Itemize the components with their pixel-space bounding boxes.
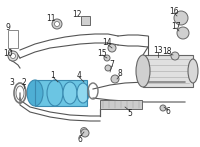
Text: 3: 3 <box>10 77 14 86</box>
Ellipse shape <box>63 82 77 104</box>
Bar <box>8 30 18 48</box>
Circle shape <box>160 105 166 111</box>
Ellipse shape <box>47 80 63 106</box>
Text: 11: 11 <box>46 14 56 22</box>
Ellipse shape <box>188 59 198 83</box>
Circle shape <box>171 52 179 60</box>
Circle shape <box>174 11 188 25</box>
Text: 17: 17 <box>171 21 181 30</box>
Circle shape <box>177 27 189 39</box>
Circle shape <box>52 19 62 29</box>
Bar <box>35 80 87 106</box>
Circle shape <box>111 75 119 83</box>
Text: 5: 5 <box>128 108 132 117</box>
Circle shape <box>81 127 88 135</box>
Text: 15: 15 <box>97 49 107 57</box>
Text: 8: 8 <box>118 69 122 77</box>
Text: 9: 9 <box>6 22 10 31</box>
Text: 13: 13 <box>153 46 163 55</box>
Text: 6: 6 <box>78 135 82 143</box>
Text: 6: 6 <box>166 107 170 117</box>
Bar <box>143 55 193 87</box>
Circle shape <box>105 65 111 71</box>
Bar <box>81 16 90 25</box>
Text: 14: 14 <box>102 37 112 46</box>
Text: 4: 4 <box>77 71 81 80</box>
Circle shape <box>104 55 110 61</box>
Text: 7: 7 <box>110 60 114 69</box>
Text: 10: 10 <box>3 49 13 57</box>
Circle shape <box>108 44 116 52</box>
Bar <box>100 100 142 109</box>
Text: 1: 1 <box>51 71 55 80</box>
Ellipse shape <box>77 83 89 103</box>
Ellipse shape <box>27 80 43 106</box>
Bar <box>35 80 87 106</box>
Circle shape <box>11 54 16 59</box>
Text: 2: 2 <box>22 77 26 86</box>
Ellipse shape <box>136 55 150 87</box>
Circle shape <box>8 51 18 61</box>
Circle shape <box>81 129 89 137</box>
Text: 12: 12 <box>72 10 82 19</box>
Text: 18: 18 <box>162 46 172 56</box>
Text: 16: 16 <box>169 6 179 15</box>
Circle shape <box>55 21 60 26</box>
